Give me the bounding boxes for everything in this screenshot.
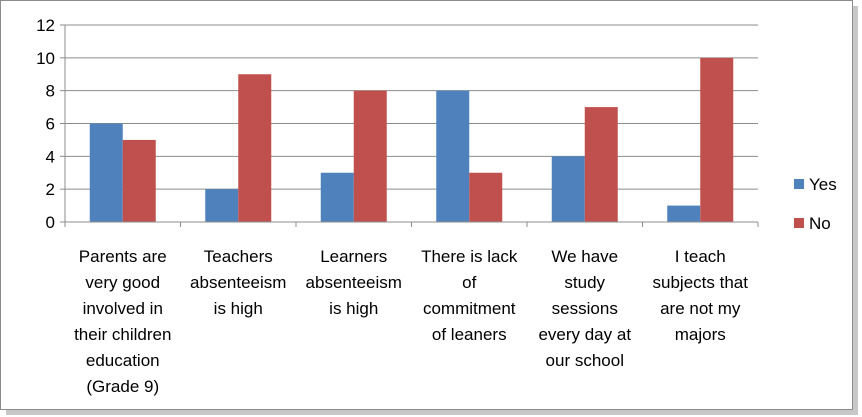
bar-yes-4 xyxy=(436,90,470,223)
x-tick-label-line: every day at xyxy=(538,325,631,344)
bars xyxy=(89,57,734,223)
bar-no-1 xyxy=(122,139,156,222)
x-tick-labels: Parents are very good involved in their chi… xyxy=(74,247,748,396)
x-tick-label-line: of leaners xyxy=(432,325,507,344)
legend-label-yes: Yes xyxy=(809,175,837,194)
x-tick-label-line: Teachers xyxy=(204,247,273,266)
x-tick-label-2: Teachers absenteeism is high xyxy=(190,247,286,318)
x-tick-label-line: very good xyxy=(85,273,160,292)
y-tick-label: 6 xyxy=(46,115,55,134)
x-tick-label-line: majors xyxy=(675,325,726,344)
y-tick-label: 12 xyxy=(36,16,55,35)
bar-no-4 xyxy=(469,172,503,222)
bar-yes-1 xyxy=(89,123,123,222)
legend-swatch-yes xyxy=(794,179,804,189)
x-tick-label-line: are not my xyxy=(660,299,741,318)
bar-no-5 xyxy=(584,107,618,222)
x-tick-label-line: absenteeism xyxy=(306,273,402,292)
x-tick-label-line: Learners xyxy=(320,247,387,266)
x-tick-label-line: There is lack xyxy=(421,247,518,266)
x-tick-label-5: We have study sessions every day at our scho… xyxy=(538,247,631,370)
x-tick-label-line: We have xyxy=(551,247,618,266)
axes xyxy=(60,24,759,227)
x-tick-label-line: is high xyxy=(214,299,263,318)
y-tick-label: 8 xyxy=(46,82,55,101)
y-tick-label: 0 xyxy=(46,213,55,232)
x-tick-label-line: of xyxy=(462,273,476,292)
x-tick-label-line: I teach xyxy=(675,247,726,266)
frame-shadow-right xyxy=(853,6,858,413)
x-tick-label-line: their children xyxy=(74,325,171,344)
legend: Yes No xyxy=(794,175,837,233)
chart-frame: 0 2 4 6 8 10 12 Parents are very good involved i… xyxy=(0,0,853,410)
bar-no-2 xyxy=(238,74,272,222)
x-tick-label-line: education xyxy=(86,351,160,370)
x-tick-label-4: There is lack of commitment of leaners xyxy=(421,247,518,344)
bar-no-6 xyxy=(700,57,734,223)
bar-yes-3 xyxy=(320,172,354,222)
y-tick-label: 2 xyxy=(46,180,55,199)
gridlines xyxy=(65,24,758,190)
y-tick-label: 10 xyxy=(36,49,55,68)
x-tick-label-line: is high xyxy=(329,299,378,318)
bar-yes-5 xyxy=(551,156,585,222)
y-tick-labels: 0 2 4 6 8 10 12 xyxy=(36,16,55,232)
x-tick-label-line: subjects that xyxy=(653,273,749,292)
x-tick-label-line: Parents are xyxy=(79,247,167,266)
bar-yes-2 xyxy=(205,189,239,222)
legend-swatch-no xyxy=(794,218,804,228)
x-tick-label-line: our school xyxy=(546,351,624,370)
bar-chart: 0 2 4 6 8 10 12 Parents are very good involved i… xyxy=(36,16,837,396)
x-tick-label-line: sessions xyxy=(552,299,618,318)
frame-shadow-bottom xyxy=(6,410,858,415)
legend-label-no: No xyxy=(809,214,831,233)
x-tick-label-line: absenteeism xyxy=(190,273,286,292)
bar-yes-6 xyxy=(667,205,701,222)
x-tick-label-line: involved in xyxy=(83,299,163,318)
x-tick-label-line: (Grade 9) xyxy=(86,377,159,396)
x-tick-label-3: Learners absenteeism is high xyxy=(306,247,402,318)
x-tick-label-line: study xyxy=(564,273,605,292)
x-tick-label-6: I teach subjects that are not my majors xyxy=(653,247,749,344)
x-tick-label-1: Parents are very good involved in their chi… xyxy=(74,247,171,396)
y-tick-label: 4 xyxy=(46,147,55,166)
x-tick-label-line: commitment xyxy=(423,299,516,318)
bar-no-3 xyxy=(353,90,387,223)
